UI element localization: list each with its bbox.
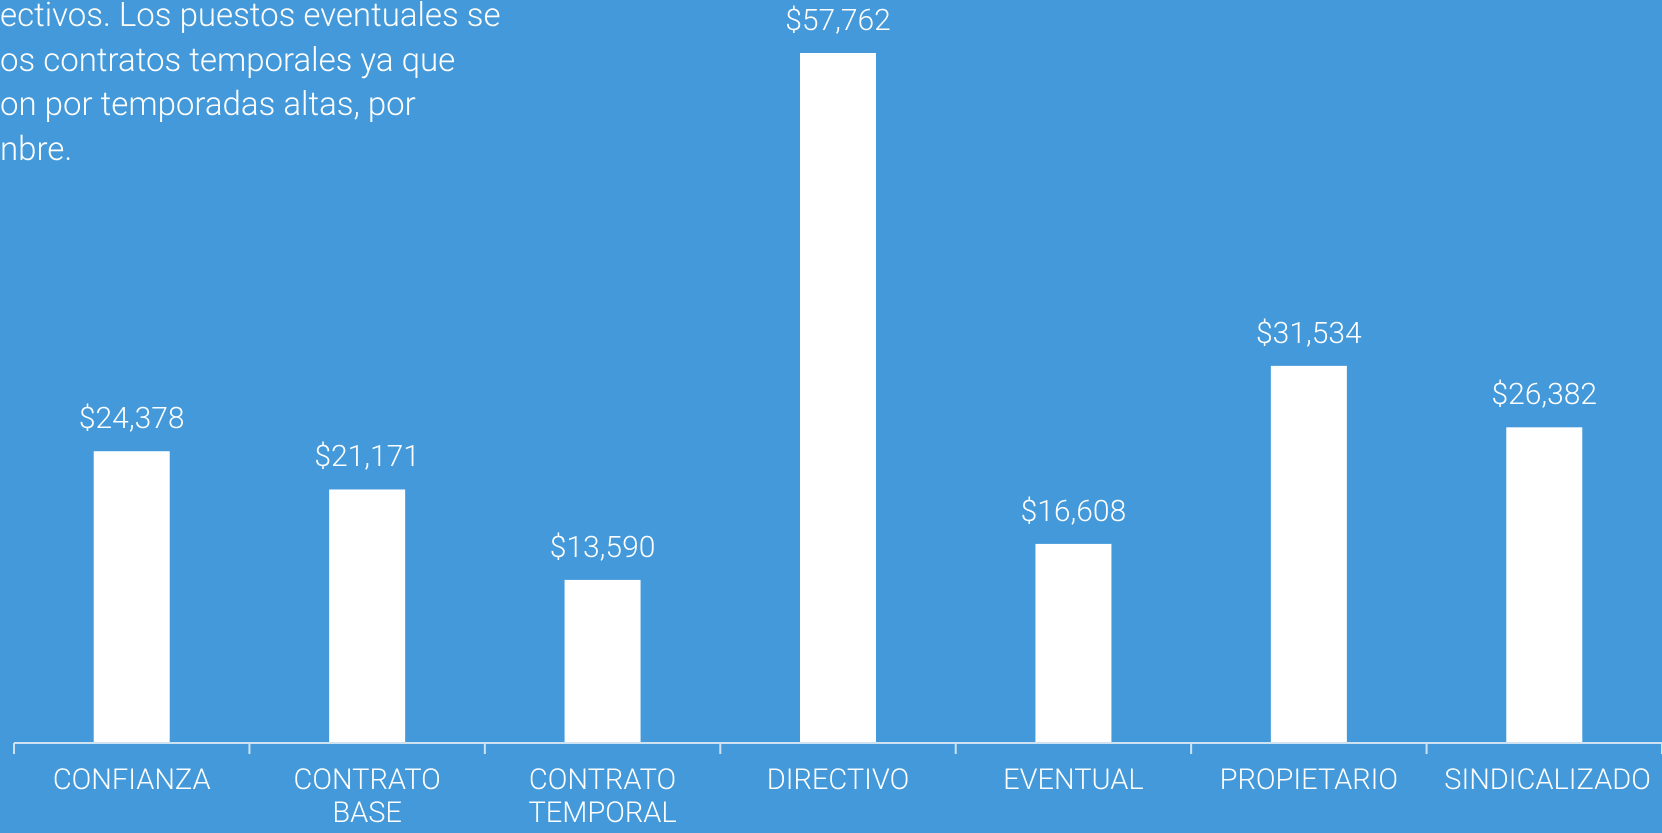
value-label: $24,378 <box>78 401 185 437</box>
bar <box>800 53 876 742</box>
bar <box>1270 365 1347 742</box>
value-label: $31,534 <box>1256 315 1362 351</box>
x-tick-label: EVENTUAL <box>1003 763 1144 797</box>
x-tick-label: CONFIANZA <box>52 763 211 797</box>
x-tick-label: DIRECTIVO <box>766 763 910 797</box>
x-tick-label: CONTRATO TEMPORAL <box>528 763 677 830</box>
value-label: $16,608 <box>1020 493 1127 529</box>
annotation-line: os contratos temporales ya que <box>0 40 456 80</box>
bar <box>329 489 406 742</box>
bar <box>1506 427 1583 742</box>
x-tick-label: CONTRATO BASE <box>293 763 441 830</box>
value-label: $13,590 <box>549 529 656 565</box>
bar <box>564 579 641 742</box>
x-tick-label: PROPIETARIO <box>1219 763 1399 797</box>
bar <box>93 451 170 742</box>
x-tick-label: SINDICALIZADO <box>1444 763 1651 797</box>
annotation-line: ectivos. Los puestos eventuales se <box>0 0 501 35</box>
annotation-line: nbre. <box>0 129 73 169</box>
annotation-line: on por temporadas altas, por <box>0 85 416 124</box>
value-label: $21,171 <box>314 439 420 475</box>
value-label: $26,382 <box>1491 377 1598 413</box>
value-label: $57,762 <box>785 3 891 38</box>
bar <box>1035 543 1112 742</box>
